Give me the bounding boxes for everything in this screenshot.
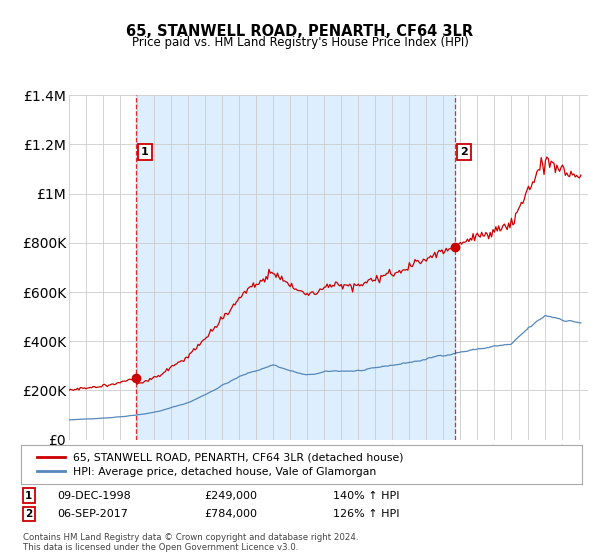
Text: £249,000: £249,000 <box>204 491 257 501</box>
Text: 06-SEP-2017: 06-SEP-2017 <box>57 509 128 519</box>
Bar <box>136 95 455 440</box>
Text: 140% ↑ HPI: 140% ↑ HPI <box>333 491 400 501</box>
Text: 1: 1 <box>25 491 32 501</box>
Text: This data is licensed under the Open Government Licence v3.0.: This data is licensed under the Open Gov… <box>23 543 298 552</box>
Text: 1: 1 <box>141 147 149 157</box>
Text: 2: 2 <box>25 509 32 519</box>
Legend: 65, STANWELL ROAD, PENARTH, CF64 3LR (detached house), HPI: Average price, detac: 65, STANWELL ROAD, PENARTH, CF64 3LR (de… <box>32 447 409 483</box>
Text: £784,000: £784,000 <box>204 509 257 519</box>
Text: Contains HM Land Registry data © Crown copyright and database right 2024.: Contains HM Land Registry data © Crown c… <box>23 533 358 542</box>
Text: 2: 2 <box>460 147 467 157</box>
Text: Price paid vs. HM Land Registry's House Price Index (HPI): Price paid vs. HM Land Registry's House … <box>131 36 469 49</box>
Text: 65, STANWELL ROAD, PENARTH, CF64 3LR: 65, STANWELL ROAD, PENARTH, CF64 3LR <box>127 24 473 39</box>
Text: 09-DEC-1998: 09-DEC-1998 <box>57 491 131 501</box>
Text: 126% ↑ HPI: 126% ↑ HPI <box>333 509 400 519</box>
